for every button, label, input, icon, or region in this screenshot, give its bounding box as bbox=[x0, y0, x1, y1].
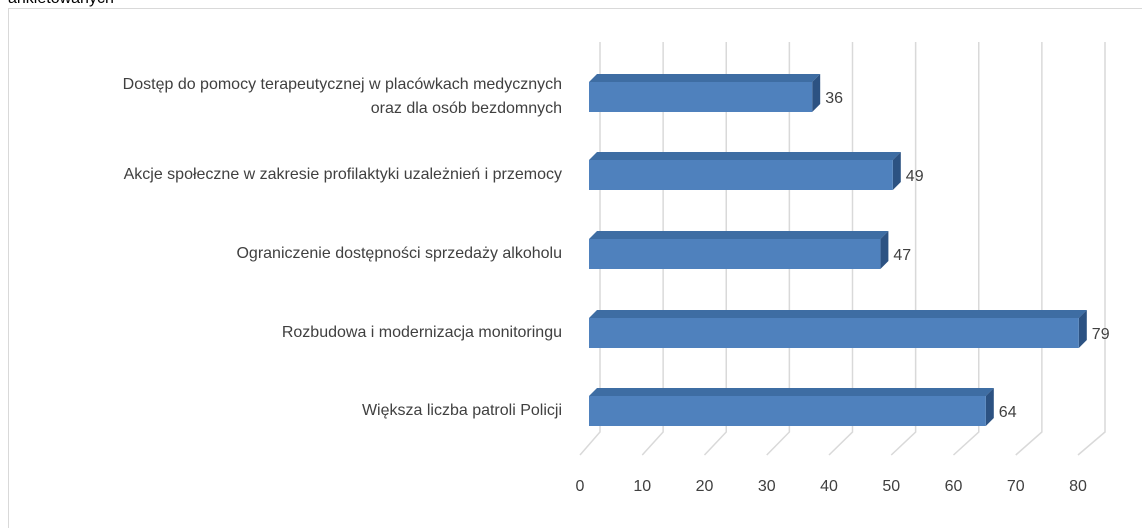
bar-top bbox=[589, 152, 901, 160]
grid-line bbox=[952, 42, 980, 456]
bar-side bbox=[985, 388, 994, 426]
bar-side bbox=[892, 152, 901, 190]
category-label: Akcje społeczne w zakresie profilaktyki … bbox=[123, 166, 562, 183]
category-label: Większa liczba patroli Policji bbox=[361, 402, 562, 419]
bar bbox=[589, 396, 986, 426]
bar bbox=[589, 160, 893, 190]
category-label: Dostęp do pomocy terapeutycznej w placów… bbox=[122, 76, 562, 117]
x-tick-label: 10 bbox=[633, 478, 651, 495]
value-label: 47 bbox=[893, 247, 911, 264]
bar-side bbox=[812, 74, 821, 112]
bar bbox=[589, 318, 1079, 348]
bar-side bbox=[1078, 310, 1087, 348]
grid-line bbox=[1077, 42, 1106, 456]
x-tick-label: 70 bbox=[1007, 478, 1025, 495]
value-label: 49 bbox=[906, 168, 924, 185]
chart-title: ankietowanych bbox=[8, 0, 114, 8]
bar-top bbox=[589, 231, 889, 239]
bar-top bbox=[589, 74, 821, 82]
x-tick-label: 30 bbox=[758, 478, 776, 495]
chart-frame bbox=[8, 8, 1142, 528]
x-tick-label: 0 bbox=[576, 478, 585, 495]
value-label: 36 bbox=[825, 90, 843, 107]
bar-top bbox=[589, 388, 994, 396]
x-tick-label: 60 bbox=[945, 478, 963, 495]
bar-top bbox=[589, 310, 1087, 318]
x-tick-label: 50 bbox=[882, 478, 900, 495]
page: ankietowanych 0 10 20 30 40 50 60 70 80 36 49 47 79 6… bbox=[8, 0, 1142, 528]
x-tick-label: 80 bbox=[1069, 478, 1087, 495]
value-label: 79 bbox=[1092, 326, 1110, 343]
category-label: Ograniczenie dostępności sprzedaży alkoh… bbox=[236, 245, 562, 262]
chart: 0 10 20 30 40 50 60 70 80 36 49 47 79 64 bbox=[576, 42, 1110, 495]
value-label: 64 bbox=[999, 404, 1017, 421]
x-tick-label: 20 bbox=[696, 478, 714, 495]
x-tick-label: 40 bbox=[820, 478, 838, 495]
category-label: Rozbudowa i modernizacja monitoringu bbox=[281, 324, 562, 341]
grid-line bbox=[1015, 42, 1043, 456]
bar bbox=[589, 82, 813, 112]
bar-side bbox=[880, 231, 889, 269]
grid-line bbox=[890, 42, 917, 456]
bar bbox=[589, 239, 881, 269]
